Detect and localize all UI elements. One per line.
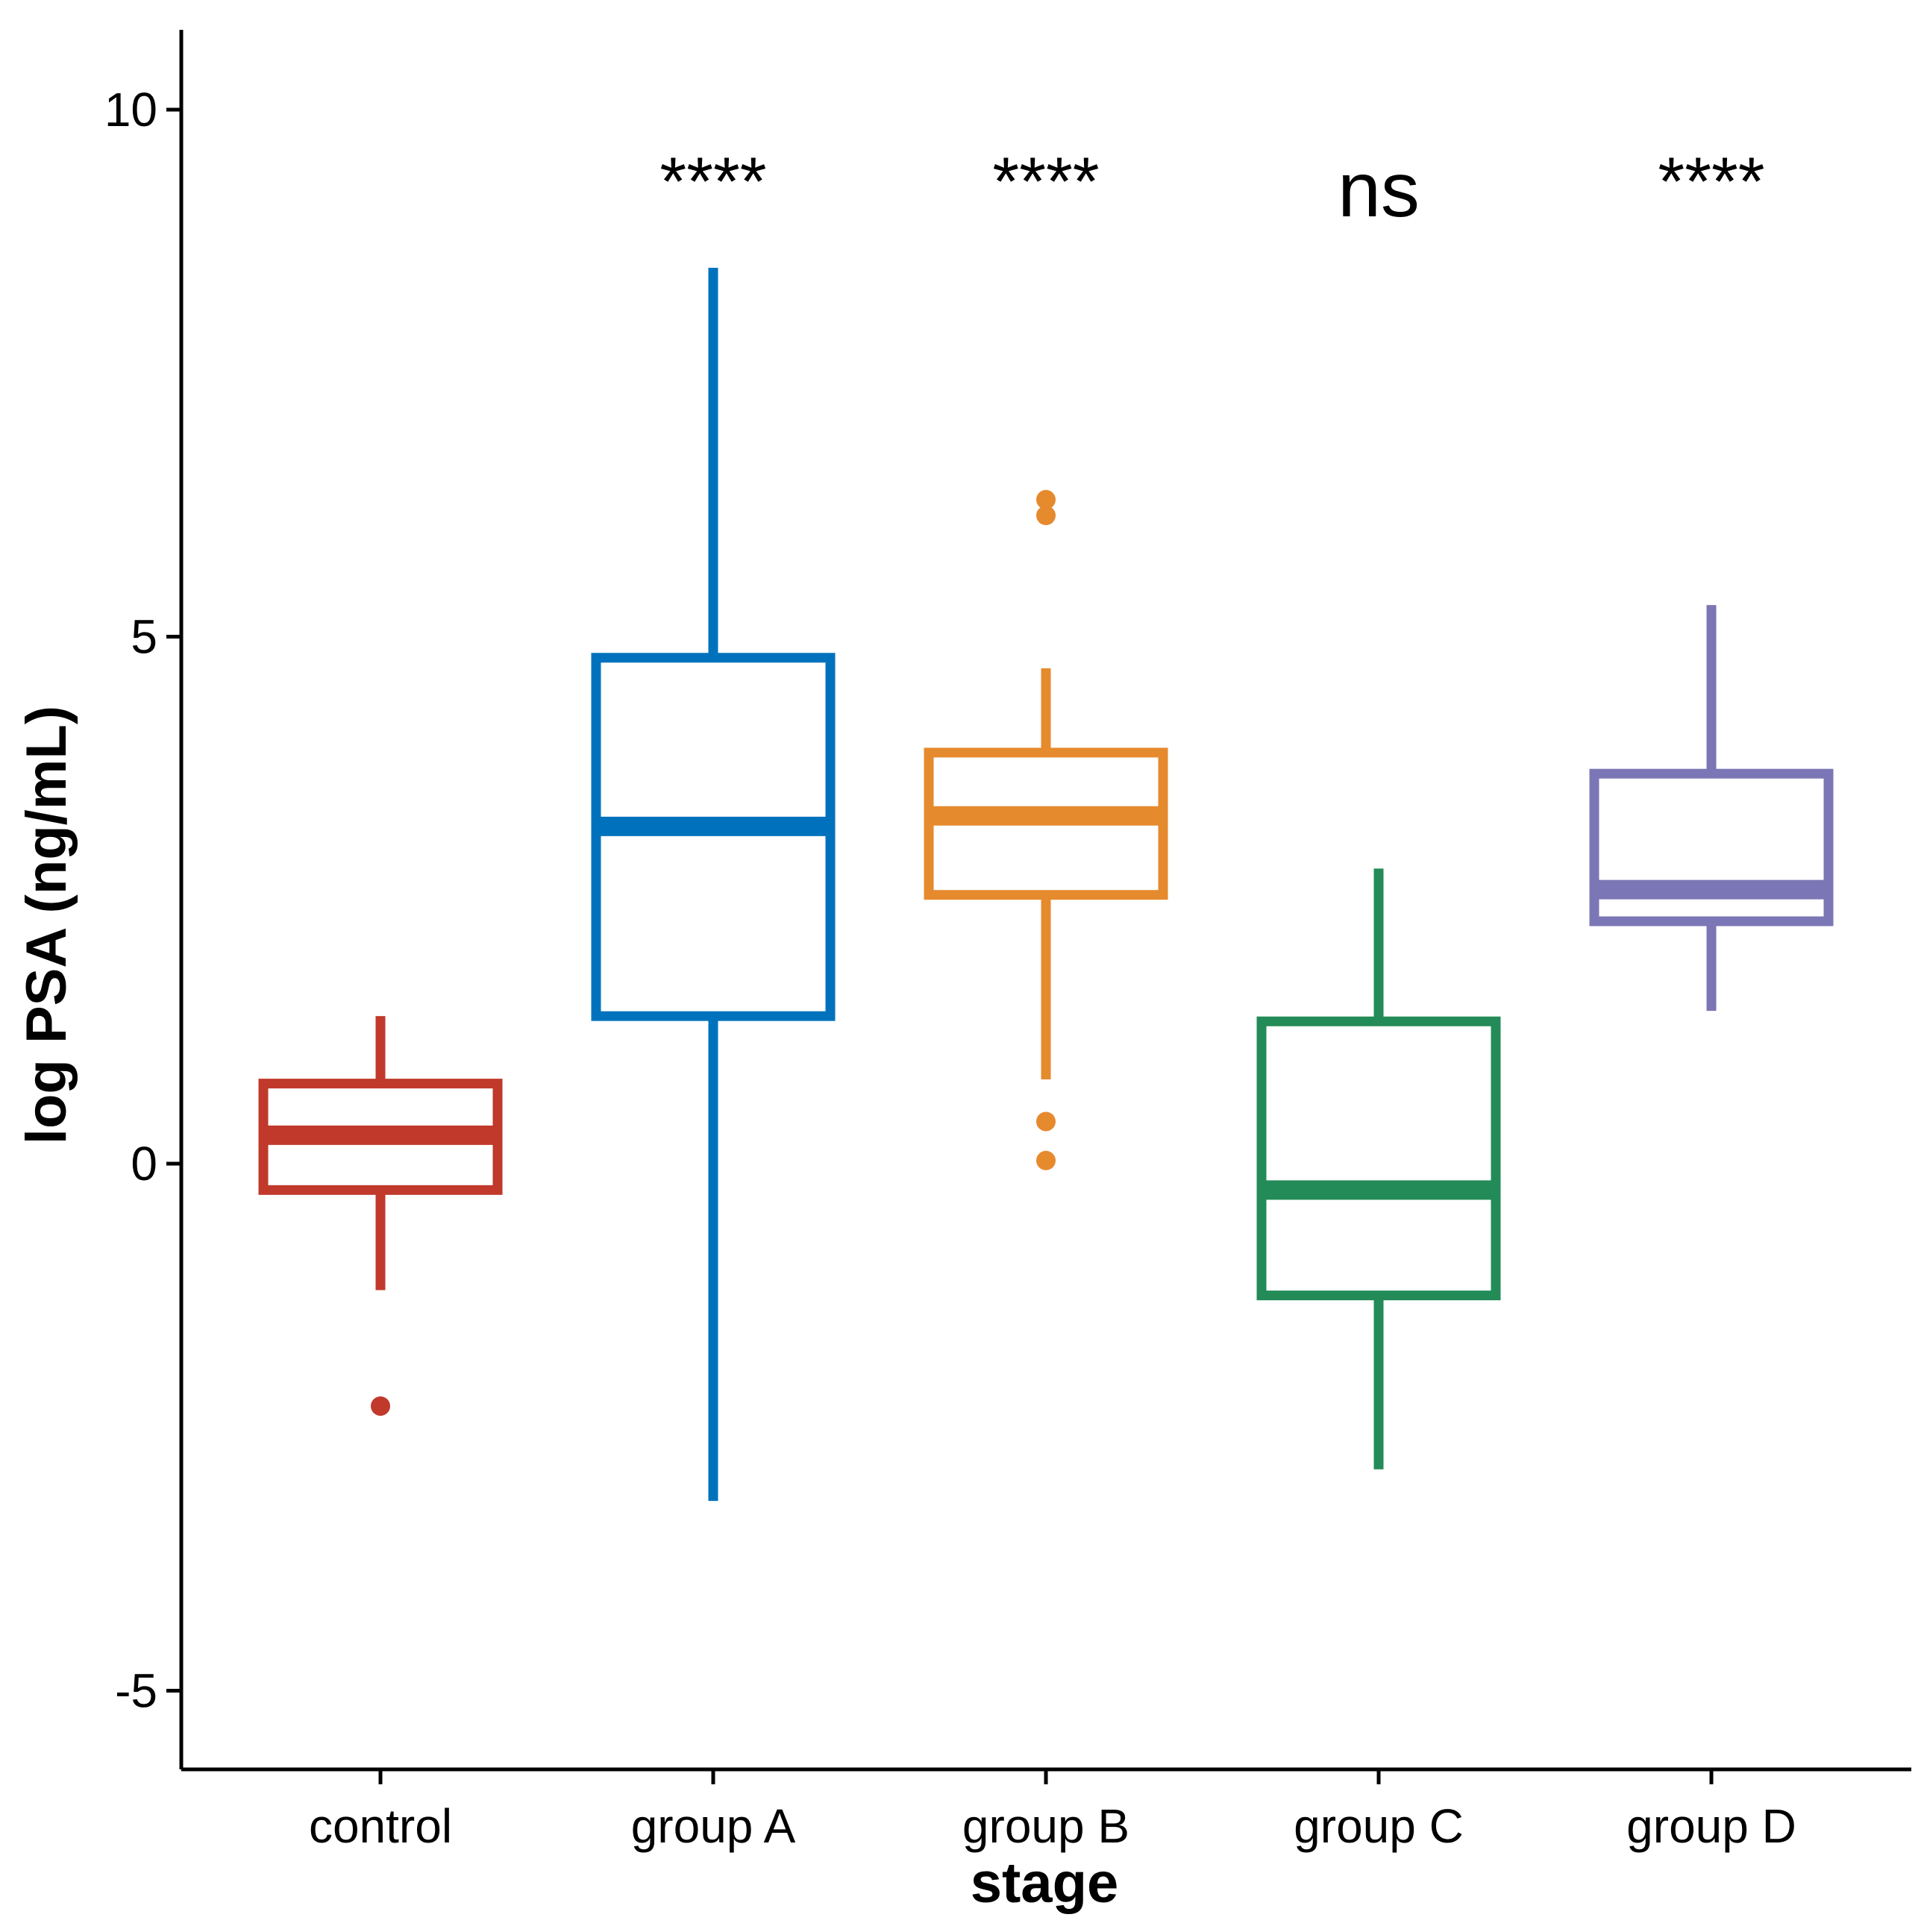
box-group-d: [1589, 605, 1834, 1012]
box-control: [258, 1016, 503, 1416]
box-group-b: [924, 489, 1168, 1170]
significance-label: ****: [659, 144, 766, 220]
x-tick-label: control: [309, 1799, 452, 1853]
y-tick-label: 10: [104, 83, 157, 137]
iqr-box: [591, 653, 836, 1021]
outlier-point: [371, 1396, 390, 1416]
outlier-point: [1036, 489, 1056, 509]
x-axis-title: stage: [971, 1851, 1119, 1915]
x-tick-label: group A: [631, 1799, 796, 1853]
box-group-c: [1256, 868, 1501, 1470]
outlier-point: [1036, 1150, 1056, 1170]
y-tick-label: 0: [131, 1137, 157, 1191]
boxes: [258, 267, 1834, 1502]
x-tick-label: group C: [1294, 1799, 1464, 1853]
y-axis-title: log PSA (ng/mL): [15, 706, 78, 1144]
box-group-a: [591, 267, 836, 1502]
axes: 10 5 0 -5 control group A group B group C group …: [104, 30, 1911, 1853]
iqr-box: [1256, 1016, 1501, 1301]
significance-label: ****: [1658, 144, 1764, 220]
outlier-point: [1036, 1111, 1056, 1132]
x-tick-label: group D: [1626, 1799, 1796, 1853]
x-tick-label: group B: [962, 1799, 1129, 1853]
outlier-point: [1036, 506, 1056, 526]
significance-label: ****: [992, 144, 1099, 220]
significance-label: ns: [1338, 147, 1420, 233]
y-tick-label: -5: [115, 1664, 157, 1718]
y-tick-label: 5: [131, 610, 157, 664]
iqr-box: [1589, 768, 1834, 926]
significance-annotations: **** **** ns ****: [659, 144, 1764, 233]
